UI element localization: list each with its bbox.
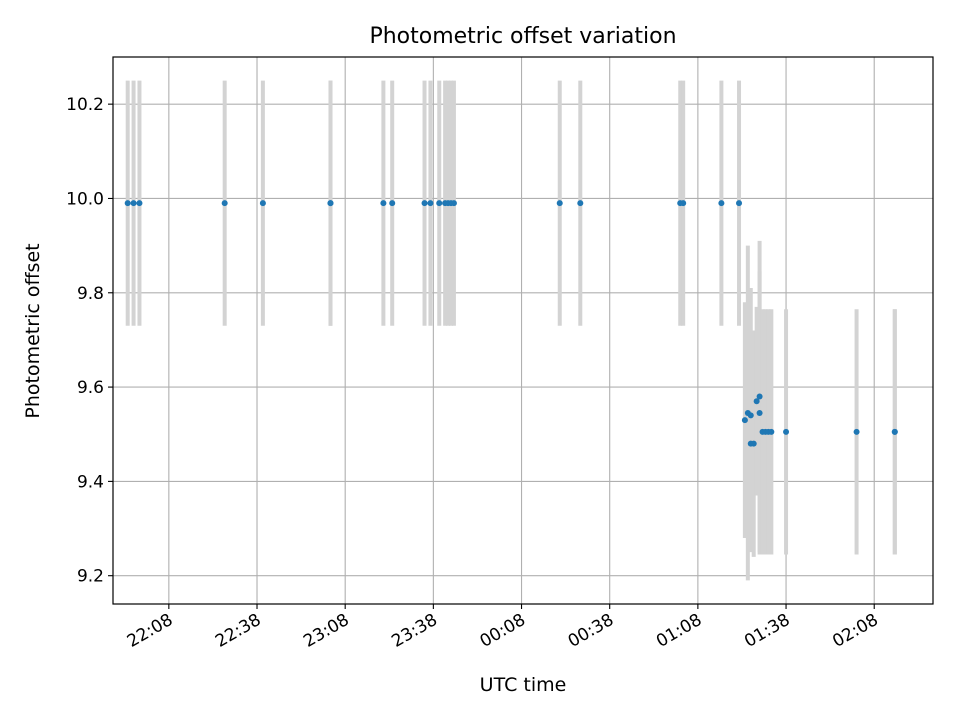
y-axis-ticks: 9.2 9.4 9.6 9.8 10.0 10.2: [66, 95, 113, 587]
data-point: [436, 200, 443, 207]
x-axis-label: UTC time: [480, 674, 567, 696]
data-point: [783, 428, 790, 435]
data-point: [124, 200, 131, 207]
chart-title: Photometric offset variation: [369, 24, 676, 49]
data-point: [756, 410, 763, 417]
plot-frame: [112, 56, 934, 605]
data-point: [577, 200, 584, 207]
data-point: [421, 200, 428, 207]
data-point: [259, 200, 266, 207]
y-tick-label: 9.4: [77, 472, 104, 492]
data-point: [380, 200, 387, 207]
data-point: [450, 200, 457, 207]
data-point: [741, 417, 748, 424]
data-points: [124, 200, 898, 447]
data-point: [556, 200, 563, 207]
data-point: [389, 200, 396, 207]
data-point: [130, 200, 137, 207]
y-tick-label: 9.6: [77, 378, 104, 398]
data-point: [718, 200, 725, 207]
data-point: [750, 440, 757, 447]
y-tick-label: 10.0: [66, 189, 104, 209]
y-tick-label: 10.2: [66, 95, 104, 115]
data-point: [753, 398, 760, 405]
y-tick-label: 9.2: [77, 567, 104, 587]
data-point: [747, 412, 754, 419]
data-point: [427, 200, 434, 207]
data-point: [221, 200, 228, 207]
data-point: [756, 393, 763, 400]
data-point: [136, 200, 143, 207]
data-point: [736, 200, 743, 207]
data-point: [891, 428, 898, 435]
data-point: [768, 428, 775, 435]
data-point: [680, 200, 687, 207]
data-point: [327, 200, 334, 207]
data-point: [853, 428, 860, 435]
y-tick-label: 9.8: [77, 284, 104, 304]
y-axis-label: Photometric offset: [22, 243, 44, 418]
